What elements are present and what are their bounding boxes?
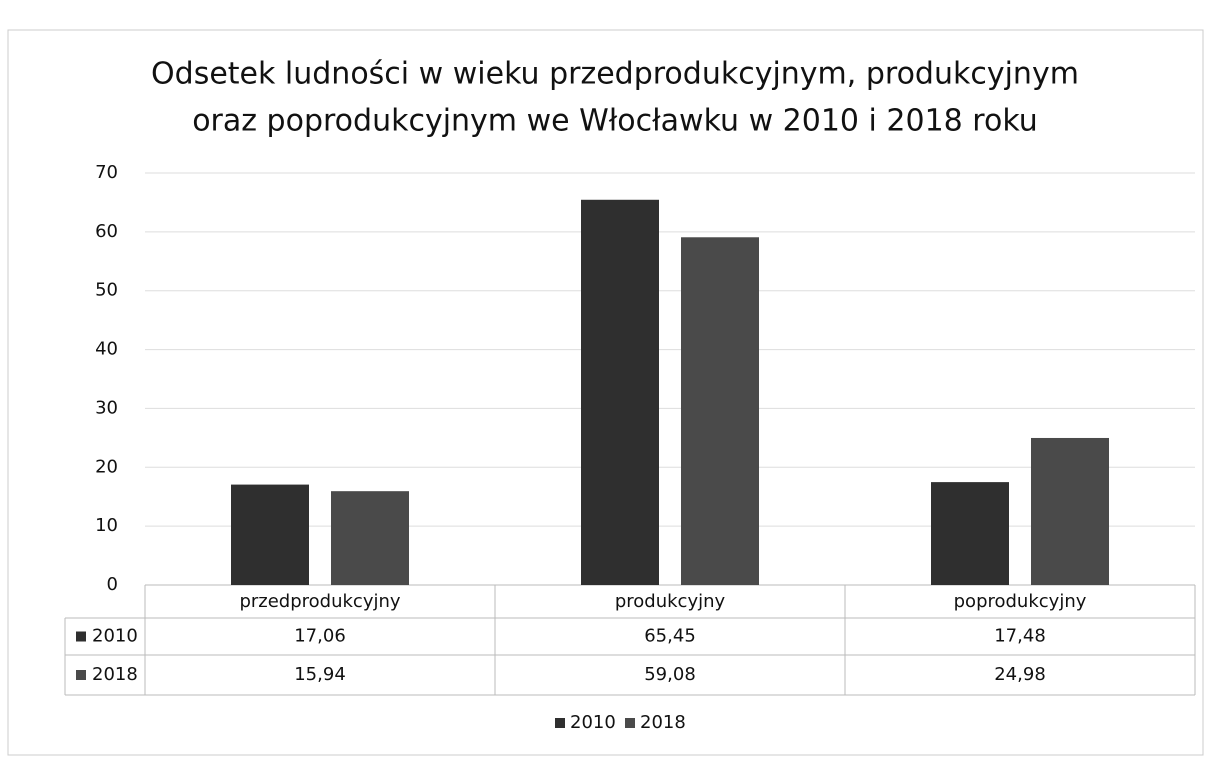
y-tick-label: 30: [95, 397, 118, 418]
table-value: 59,08: [644, 664, 696, 685]
y-tick-label: 0: [107, 574, 118, 595]
x-tick-label: przedprodukcyjny: [239, 591, 400, 612]
table-row-label: 2010: [92, 626, 138, 647]
table-legend-key: [76, 631, 86, 642]
x-tick-label: poprodukcyjny: [954, 591, 1087, 612]
y-tick-label: 40: [95, 339, 118, 360]
table-row-label: 2018: [92, 664, 138, 685]
y-tick-label: 70: [95, 162, 118, 183]
y-tick-label: 60: [95, 221, 118, 242]
legend-label: 2010: [570, 712, 616, 733]
bar: [931, 482, 1009, 585]
legend-key: [625, 718, 635, 728]
legend-label: 2018: [640, 712, 686, 733]
bar: [581, 199, 659, 585]
legend-key: [555, 718, 565, 728]
table-value: 17,06: [294, 626, 346, 647]
bar: [331, 491, 409, 585]
bar: [231, 484, 309, 585]
y-tick-label: 20: [95, 456, 118, 477]
table-value: 15,94: [294, 664, 346, 685]
y-tick-label: 50: [95, 280, 118, 301]
bar: [1031, 437, 1109, 585]
chart-title: oraz poprodukcyjnym we Włocławku w 2010 …: [192, 104, 1038, 139]
chart-title: Odsetek ludności w wieku przedprodukcyjn…: [151, 57, 1079, 92]
bar: [681, 237, 759, 585]
table-value: 65,45: [644, 626, 696, 647]
x-tick-label: produkcyjny: [615, 591, 726, 612]
chart-border: [7, 29, 1204, 756]
table-value: 24,98: [994, 664, 1046, 685]
table-legend-key: [76, 670, 86, 680]
table-value: 17,48: [994, 626, 1046, 647]
y-tick-label: 10: [95, 515, 118, 536]
